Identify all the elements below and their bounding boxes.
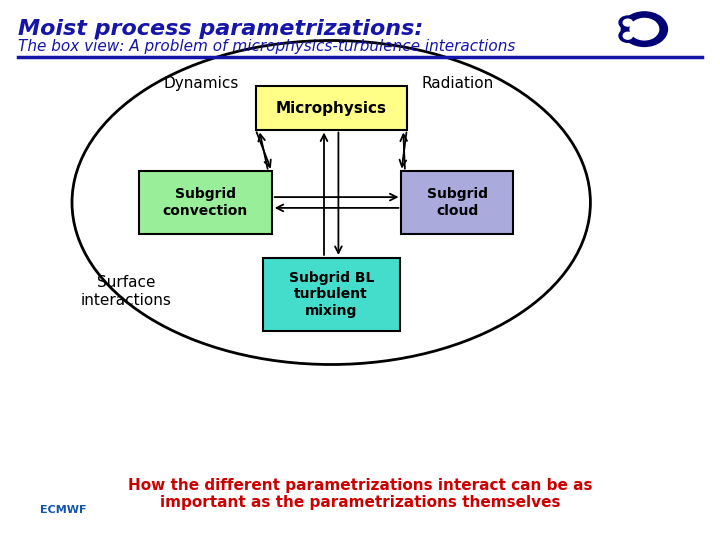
Text: Subgrid
cloud: Subgrid cloud [427, 187, 487, 218]
Text: Moist process parametrizations:: Moist process parametrizations: [18, 19, 423, 39]
Circle shape [624, 32, 632, 39]
Circle shape [619, 16, 636, 29]
Text: Dynamics: Dynamics [164, 76, 239, 91]
Text: The box view: A problem of microphysics-turbulence interactions: The box view: A problem of microphysics-… [18, 39, 516, 54]
Text: Subgrid
convection: Subgrid convection [163, 187, 248, 218]
Text: Radiation: Radiation [421, 76, 493, 91]
Circle shape [630, 18, 659, 40]
Circle shape [621, 12, 667, 46]
FancyBboxPatch shape [138, 172, 271, 233]
Circle shape [619, 29, 636, 42]
Text: Subgrid BL
turbulent
mixing: Subgrid BL turbulent mixing [289, 271, 374, 318]
Text: How the different parametrizations interact can be as
important as the parametri: How the different parametrizations inter… [127, 478, 593, 510]
Circle shape [624, 19, 632, 26]
Text: Microphysics: Microphysics [276, 100, 387, 116]
Text: Surface
interactions: Surface interactions [81, 275, 171, 308]
Ellipse shape [72, 40, 590, 365]
FancyBboxPatch shape [263, 258, 400, 330]
FancyBboxPatch shape [256, 86, 407, 130]
Text: ECMWF: ECMWF [40, 505, 86, 515]
FancyBboxPatch shape [402, 172, 513, 233]
